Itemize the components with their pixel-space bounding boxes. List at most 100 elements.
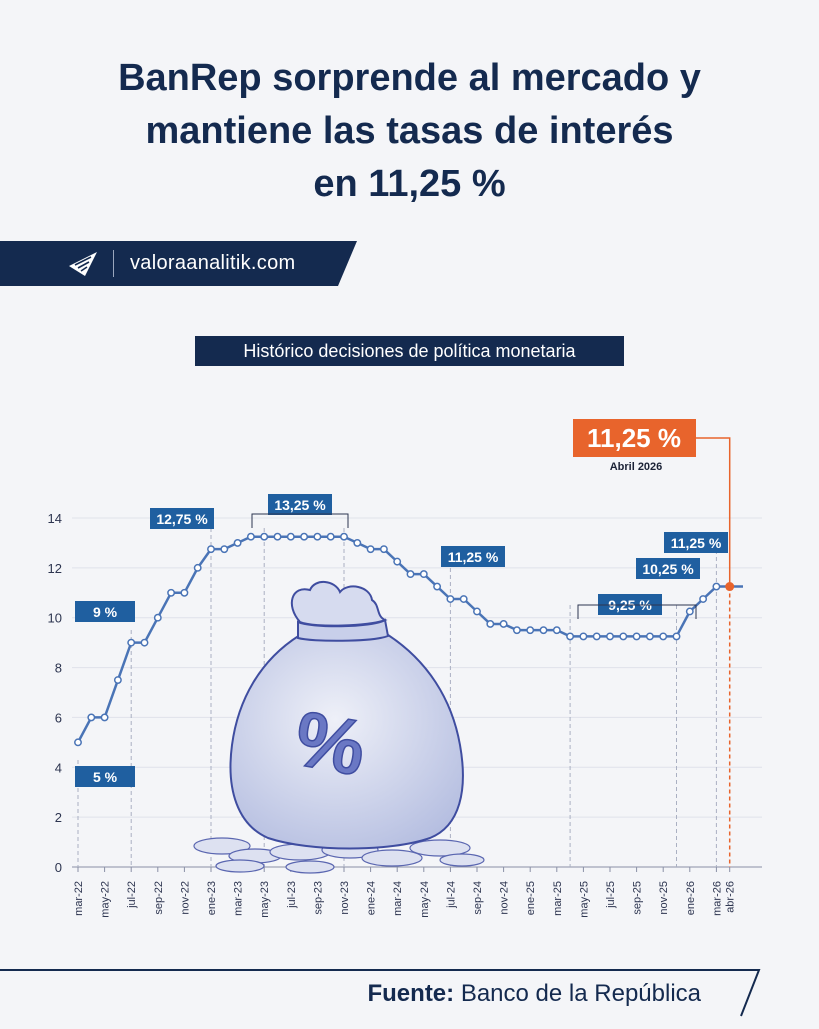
rate-point — [699, 595, 708, 603]
value-label-box — [636, 558, 700, 579]
source-name: Banco de la República — [460, 980, 701, 1007]
x-tick-label: nov-23 — [339, 881, 351, 915]
rate-point — [286, 532, 295, 541]
rate-point — [473, 607, 481, 616]
rate-point — [233, 538, 242, 547]
x-tick-label: may-25 — [578, 881, 590, 918]
y-tick-label: 8 — [55, 661, 62, 676]
rate-point — [592, 632, 601, 641]
rate-point — [459, 595, 468, 603]
title-line-1: BanRep sorprende al mercado y — [118, 57, 701, 99]
highlight-box — [573, 419, 696, 457]
x-tick-label: nov-22 — [179, 881, 191, 915]
rate-point — [127, 638, 136, 647]
rate-point — [632, 632, 641, 641]
rate-point — [685, 607, 694, 616]
highlight-value: 11,25 % — [587, 423, 681, 453]
rate-point — [113, 676, 122, 684]
rate-point — [712, 582, 721, 591]
x-tick-label: mar-26 — [711, 881, 723, 916]
value-label: 5 % — [93, 769, 118, 785]
rate-point — [379, 545, 388, 554]
rate-point — [207, 545, 215, 554]
x-tick-label: jul-22 — [126, 881, 138, 909]
x-tick-label: ene-24 — [366, 881, 378, 915]
rate-point — [406, 570, 415, 579]
rate-point — [486, 619, 495, 628]
rate-point — [552, 626, 561, 635]
rate-point — [180, 588, 189, 597]
rate-point — [167, 588, 176, 597]
brand-banner-bg — [0, 241, 357, 286]
value-label: 10,25 % — [642, 561, 694, 577]
value-label: 11,25 % — [671, 535, 722, 551]
footer — [0, 968, 819, 1024]
x-tick-label: mar-25 — [552, 881, 564, 916]
value-label: 13,25 % — [274, 497, 326, 513]
y-tick-label: 10 — [48, 611, 62, 626]
x-tick-label: mar-23 — [233, 881, 245, 916]
y-tick-label: 4 — [55, 760, 62, 775]
x-tick-label: jul-24 — [445, 881, 457, 909]
x-tick-label: jul-23 — [286, 881, 298, 909]
rate-point — [433, 582, 442, 591]
rate-point — [353, 538, 362, 547]
x-tick-label: nov-24 — [499, 881, 511, 915]
x-tick-label: mar-22 — [73, 881, 85, 916]
rate-point — [153, 613, 162, 622]
rate-point — [659, 632, 668, 641]
range-bracket — [251, 513, 349, 528]
rate-history-chart: 0 2 4 6 8 10 12 14 mar-22 may-22 jul-22 sep-22 nov-2… — [48, 419, 762, 918]
brand-site[interactable]: valoraanalitik.com — [130, 252, 296, 274]
x-tick-label: ene-26 — [685, 881, 697, 915]
title-line-3: en 11,25 % — [313, 163, 506, 205]
rate-point — [672, 632, 681, 641]
source-label: Fuente: — [367, 980, 455, 1007]
chart-title: Histórico decisiones de política monetar… — [195, 336, 624, 366]
rate-point — [326, 532, 335, 541]
y-tick-label: 0 — [55, 860, 62, 875]
x-tick-label: mar-24 — [392, 881, 404, 916]
x-tick-label: may-23 — [259, 881, 271, 918]
page-title: BanRep sorprende al mercado y mantiene l… — [0, 52, 819, 211]
bag-top — [290, 581, 388, 627]
rate-annotations: 5 %9 %12,75 %13,25 %11,25 %9,25 %10,25 %… — [75, 419, 735, 867]
highlight-point — [725, 582, 735, 592]
x-tick-label: may-24 — [419, 881, 431, 918]
rate-point — [446, 595, 455, 603]
x-tick-label: jul-25 — [605, 881, 617, 909]
rate-point — [140, 638, 149, 647]
y-tick-label: 6 — [55, 710, 62, 725]
rate-point — [313, 532, 322, 541]
rate-point — [260, 532, 269, 541]
rate-point — [340, 532, 348, 541]
rate-point — [300, 532, 309, 541]
value-label-box — [75, 601, 135, 622]
rate-point — [366, 545, 375, 554]
x-tick-label: ene-23 — [206, 881, 218, 915]
brand-separator — [113, 250, 114, 277]
rate-series — [74, 532, 743, 747]
x-tick-label: sep-23 — [312, 881, 324, 915]
value-label-box — [75, 766, 135, 787]
money-bag-illustration: % — [193, 581, 485, 874]
rate-point — [419, 570, 428, 579]
rate-point — [193, 563, 202, 572]
percent-symbol-icon: % — [289, 694, 373, 793]
value-label-box — [664, 532, 728, 553]
x-tick-label: sep-25 — [632, 881, 644, 915]
rate-point — [539, 626, 548, 635]
x-tick-label: abr-26 — [725, 881, 737, 913]
brand-banner — [0, 241, 357, 286]
rate-point — [246, 532, 255, 541]
y-tick-label: 12 — [48, 561, 62, 576]
y-tick-label: 2 — [55, 810, 62, 825]
rate-point — [645, 632, 654, 641]
rate-point — [619, 632, 628, 641]
rate-point — [566, 632, 575, 641]
rate-point — [74, 738, 82, 747]
value-label: 9 % — [93, 604, 118, 620]
source-credit: Fuente: Banco de la República — [367, 980, 701, 1008]
value-label-box — [268, 494, 332, 515]
rate-point — [512, 626, 521, 635]
